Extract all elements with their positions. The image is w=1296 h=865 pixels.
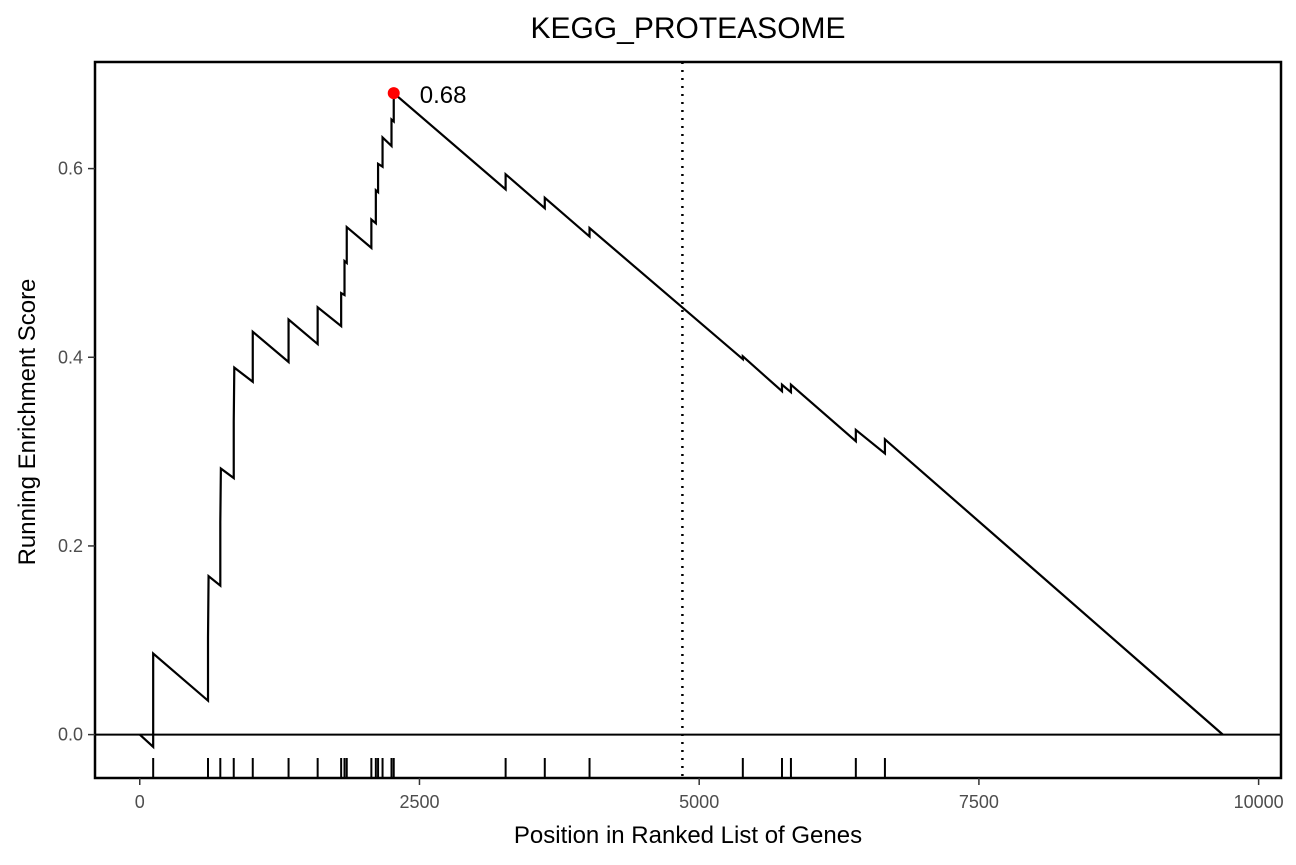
y-axis-title: Running Enrichment Score [14, 279, 41, 566]
gene-hit-ticks [152, 758, 886, 778]
peak-group: 0.68 [387, 82, 467, 109]
x-tick-label-1: 2500 [399, 792, 439, 812]
y-tick-label-1: 0.2 [58, 536, 83, 556]
y-tick-label-0: 0.0 [58, 725, 83, 745]
x-tick-label-2: 5000 [679, 792, 719, 812]
y-axis: 0.0 0.2 0.4 0.6 [58, 159, 95, 745]
peak-label: 0.68 [420, 82, 467, 109]
y-tick-label-3: 0.6 [58, 159, 83, 179]
x-axis: 0 2500 5000 7500 10000 [135, 778, 1284, 812]
peak-marker [387, 87, 400, 100]
plot-border [93, 60, 1283, 780]
x-axis-title: Position in Ranked List of Genes [514, 822, 862, 849]
plot-area [93, 60, 1283, 780]
x-tick-label-0: 0 [135, 792, 145, 812]
chart-title: KEGG_PROTEASOME [530, 12, 845, 45]
y-tick-label-2: 0.4 [58, 347, 83, 367]
series-group [139, 90, 1224, 750]
x-tick-label-4: 10000 [1234, 792, 1284, 812]
x-tick-label-3: 7500 [959, 792, 999, 812]
enrichment-line-0 [139, 90, 1224, 750]
